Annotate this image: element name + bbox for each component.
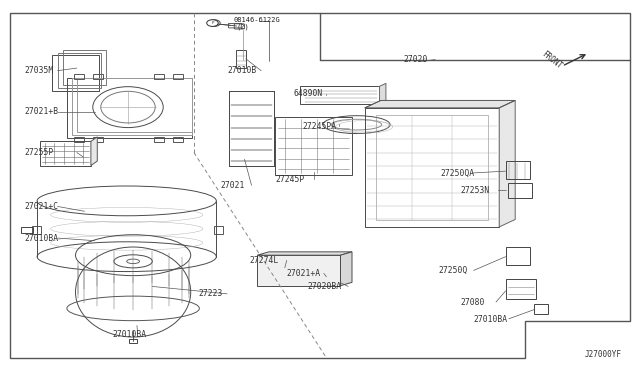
Bar	[74, 137, 84, 142]
Text: 27035M: 27035M	[24, 66, 54, 75]
Bar	[154, 137, 164, 142]
Text: 64890N: 64890N	[293, 89, 323, 98]
Text: 27021+B: 27021+B	[24, 107, 58, 116]
Text: (2): (2)	[237, 23, 250, 30]
Text: 27253N: 27253N	[461, 186, 490, 195]
Text: 27223: 27223	[198, 289, 223, 298]
Bar	[229, 91, 274, 166]
Bar	[257, 255, 340, 286]
Text: J27000YF: J27000YF	[585, 350, 622, 359]
Text: 27250Q: 27250Q	[438, 266, 468, 275]
Text: 27020BA: 27020BA	[307, 282, 341, 291]
Polygon shape	[91, 137, 97, 166]
Bar	[21, 227, 33, 232]
Text: 27245PA: 27245PA	[302, 122, 336, 131]
Text: 27080: 27080	[461, 298, 485, 307]
Bar	[154, 74, 164, 79]
Bar	[300, 86, 380, 104]
Bar	[72, 78, 192, 135]
Text: 27021+C: 27021+C	[24, 202, 58, 211]
Text: 27274L: 27274L	[250, 256, 279, 265]
Circle shape	[207, 20, 218, 26]
Bar	[229, 91, 274, 166]
Bar	[236, 50, 246, 68]
Text: 27010B: 27010B	[227, 66, 257, 75]
Text: 08146-6122G: 08146-6122G	[234, 17, 280, 23]
Bar	[32, 226, 41, 234]
Bar	[58, 53, 101, 88]
Text: 27021: 27021	[221, 181, 245, 190]
Text: 27010BA: 27010BA	[112, 330, 146, 339]
Polygon shape	[257, 252, 352, 255]
Bar	[63, 50, 106, 85]
Bar	[275, 117, 352, 175]
Bar	[376, 115, 488, 220]
Bar	[214, 226, 223, 234]
Text: FRONT: FRONT	[540, 50, 564, 71]
Text: P: P	[211, 21, 214, 25]
Text: 27020: 27020	[403, 55, 428, 64]
Text: 27021+A: 27021+A	[287, 269, 321, 278]
Bar	[508, 183, 532, 198]
Text: 27010BA: 27010BA	[24, 234, 58, 243]
Polygon shape	[10, 13, 630, 358]
Bar	[229, 91, 274, 166]
Polygon shape	[365, 100, 515, 108]
Bar	[40, 141, 91, 166]
Bar	[67, 78, 192, 138]
Bar	[93, 74, 103, 79]
Text: P: P	[213, 20, 216, 26]
Bar	[173, 74, 183, 79]
Bar	[77, 78, 192, 132]
Bar	[129, 339, 137, 343]
Text: 27250QA: 27250QA	[440, 169, 474, 177]
Bar	[52, 55, 99, 91]
Text: 27255P: 27255P	[24, 148, 54, 157]
Bar	[173, 137, 183, 142]
Bar	[506, 161, 530, 179]
Polygon shape	[340, 252, 352, 286]
Bar	[93, 137, 103, 142]
Bar	[534, 304, 548, 314]
Polygon shape	[380, 83, 386, 104]
Text: 27010BA: 27010BA	[474, 315, 508, 324]
Bar	[506, 247, 530, 265]
Text: 27245P: 27245P	[275, 175, 305, 184]
Bar	[365, 108, 499, 227]
Bar	[506, 279, 536, 299]
Polygon shape	[499, 100, 515, 227]
Bar	[74, 74, 84, 79]
